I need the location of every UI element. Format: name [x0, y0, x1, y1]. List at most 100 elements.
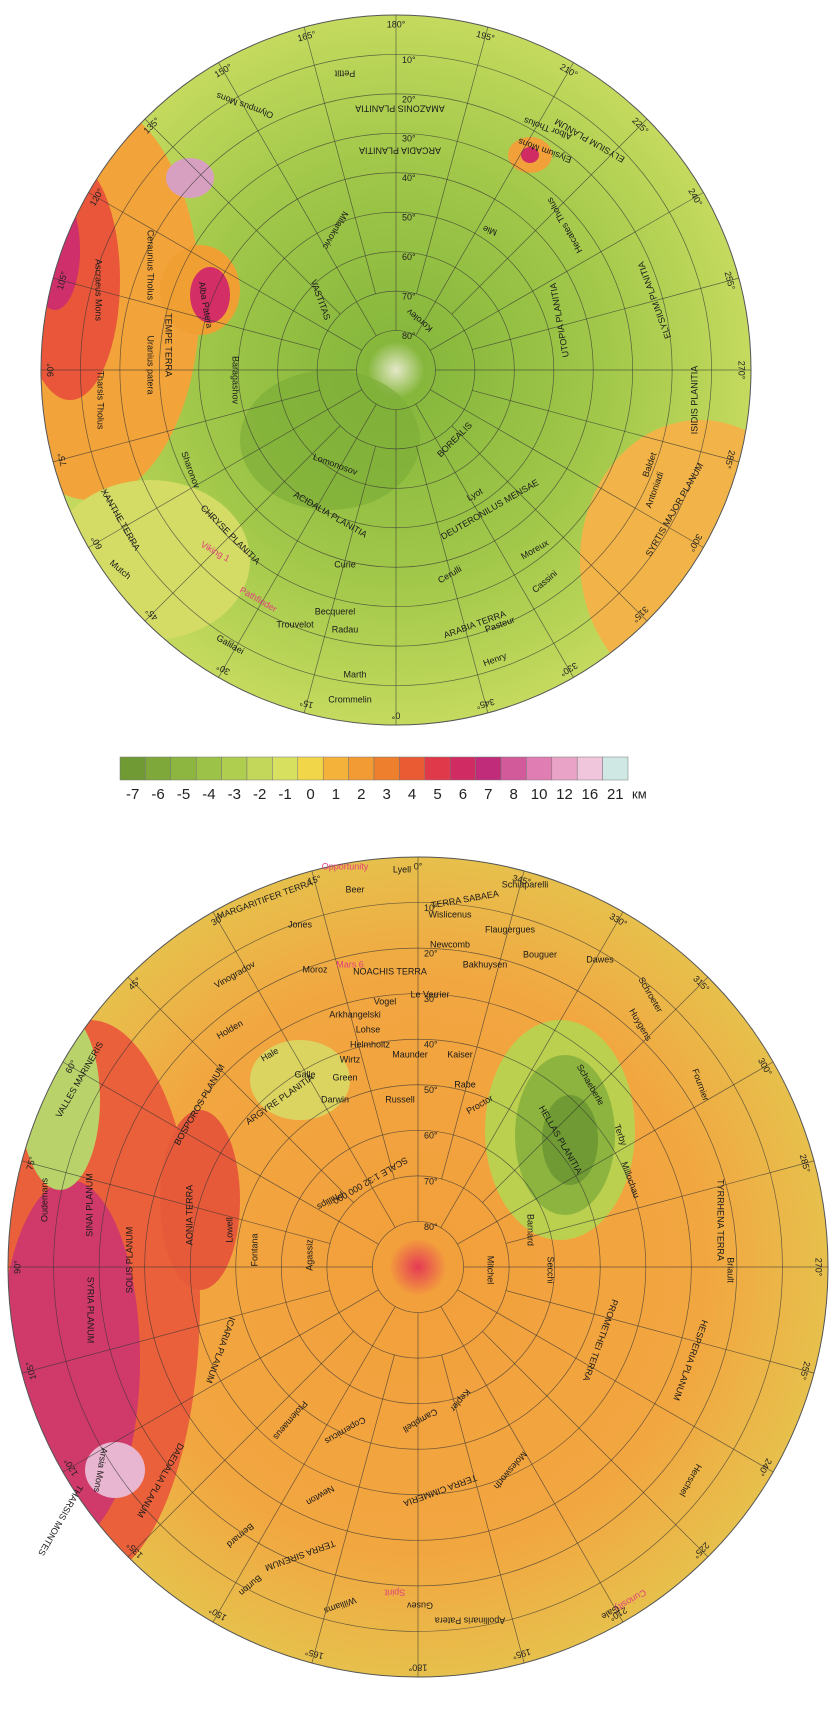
legend-label: 7	[484, 786, 492, 803]
feature-label: Marth	[343, 669, 366, 679]
feature-label: ISIDIS PLANITIA	[689, 366, 699, 435]
feature-label: Schiaparelli	[502, 879, 549, 889]
feature-label: Maunder	[392, 1049, 428, 1059]
legend-swatch	[272, 757, 297, 780]
feature-label: Curie	[334, 559, 356, 569]
legend-label: -3	[228, 786, 241, 803]
longitude-label: 0°	[391, 711, 400, 721]
feature-label: Secchi	[546, 1256, 556, 1283]
legend-unit: км	[632, 786, 647, 801]
longitude-label: 270°	[737, 361, 747, 380]
legend-swatch	[222, 757, 247, 780]
feature-label: Helmholtz	[350, 1039, 391, 1049]
legend-swatch	[196, 757, 221, 780]
feature-label: Dawes	[586, 954, 614, 964]
feature-label: Newcomb	[430, 939, 470, 949]
legend-swatch	[476, 757, 501, 780]
feature-label: Fontana	[249, 1233, 259, 1266]
feature-label: Darwin	[321, 1094, 349, 1104]
feature-label: Bakhuysen	[463, 959, 508, 969]
legend-label: 16	[582, 786, 599, 803]
latitude-label: 80°	[424, 1222, 438, 1232]
page: -7-6-5-4-3-2-101234567810121621км 180°19…	[0, 0, 836, 1709]
legend-swatch	[247, 757, 272, 780]
feature-label: Gusev	[406, 1601, 433, 1611]
latitude-label: 10°	[402, 55, 416, 65]
legend-swatch	[171, 757, 196, 780]
feature-label: NOACHIS TERRA	[353, 966, 427, 976]
feature-label: Spirit	[384, 1588, 405, 1598]
legend-label: -4	[202, 786, 215, 803]
feature-label: Becquerel	[315, 606, 356, 616]
feature-label: Ascraeus Mons	[94, 259, 104, 322]
feature-label: Wislicenus	[428, 909, 472, 919]
feature-label: Briault	[726, 1257, 736, 1283]
longitude-label: 180°	[387, 19, 406, 29]
feature-label: TEMPE TERRA	[164, 313, 174, 377]
latitude-label: 50°	[402, 213, 416, 223]
mars-maps: -7-6-5-4-3-2-101234567810121621км 180°19…	[0, 0, 836, 1704]
feature-label: Oudemans	[39, 1177, 49, 1222]
feature-label: Le Verrier	[410, 989, 449, 999]
legend-swatch	[450, 757, 475, 780]
legend-label: 21	[607, 786, 624, 803]
latitude-label: 80°	[402, 331, 416, 341]
legend-label: 2	[357, 786, 365, 803]
legend-label: 12	[556, 786, 573, 803]
legend-label: -5	[177, 786, 190, 803]
feature-label: Flaugergues	[485, 924, 536, 934]
feature-label: Jones	[288, 919, 313, 929]
feature-label: Ceraunius Tholus	[146, 230, 156, 301]
longitude-label: 0°	[414, 861, 423, 871]
feature-label: Green	[332, 1072, 357, 1082]
latitude-label: 70°	[402, 291, 416, 301]
legend-label: 8	[510, 786, 518, 803]
feature-label: Trouvelot	[276, 619, 314, 629]
latitude-label: 60°	[402, 252, 416, 262]
feature-label: Tharsis Tholus	[96, 371, 106, 430]
feature-label: SYRIA PLANUM	[86, 1277, 96, 1344]
feature-label: Opportunity	[322, 861, 369, 871]
feature-label: Bouguer	[523, 949, 557, 959]
feature-label: ARCADIA PLANITIA	[359, 146, 441, 156]
feature-label: Russell	[385, 1094, 415, 1104]
feature-label: Rabe	[454, 1079, 476, 1089]
latitude-label: 30°	[402, 134, 416, 144]
legend-swatch	[526, 757, 551, 780]
legend-swatch	[374, 757, 399, 780]
feature-label: Apollinaris Patera	[435, 1616, 506, 1626]
legend-label: 6	[459, 786, 467, 803]
legend-label: 3	[383, 786, 391, 803]
feature-label: Vogel	[374, 996, 397, 1006]
longitude-label: 90°	[45, 363, 55, 377]
feature-label: Arkhangelski	[329, 1009, 381, 1019]
latitude-label: 40°	[424, 1040, 438, 1050]
legend-swatch	[145, 757, 170, 780]
feature-label: Pettit	[334, 69, 355, 79]
feature-label: AONIA TERRA	[184, 1185, 194, 1245]
legend-swatch	[501, 757, 526, 780]
legend-label: -2	[253, 786, 266, 803]
latitude-label: 50°	[424, 1085, 438, 1095]
longitude-label: 90°	[12, 1260, 22, 1274]
latitude-label: 70°	[424, 1176, 438, 1186]
legend-swatch	[603, 757, 628, 780]
legend-label: 4	[408, 786, 416, 803]
feature-label: Baragashov	[231, 356, 241, 405]
feature-label: Kaiser	[447, 1049, 473, 1059]
legend-swatch	[425, 757, 450, 780]
longitude-label: 270°	[814, 1258, 824, 1277]
feature-label: SOLIS PLANUM	[124, 1227, 134, 1294]
legend-label: -6	[151, 786, 164, 803]
latitude-label: 40°	[402, 173, 416, 183]
legend-label: 0	[306, 786, 314, 803]
feature-label: Radau	[332, 624, 359, 634]
feature-label: Agassiz	[304, 1239, 314, 1271]
legend-label: -1	[278, 786, 291, 803]
feature-label: Uranius patera	[146, 335, 156, 394]
latitude-label: 60°	[424, 1131, 438, 1141]
feature-label: Beer	[345, 884, 364, 894]
legend-swatch	[323, 757, 348, 780]
feature-label: THARSIS MONTES	[36, 1483, 85, 1557]
longitude-label: 180°	[408, 1663, 427, 1673]
